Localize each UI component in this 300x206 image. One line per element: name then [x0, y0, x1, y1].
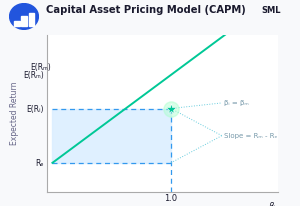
Text: Slope = Rₘ - Rₑ: Slope = Rₘ - Rₑ [224, 133, 278, 139]
Text: Capital Asset Pricing Model (CAPM): Capital Asset Pricing Model (CAPM) [46, 5, 246, 15]
Bar [28, 13, 34, 26]
Bar [14, 21, 20, 26]
Text: βᵢ: βᵢ [268, 202, 275, 206]
Text: SML: SML [261, 6, 280, 15]
Y-axis label: Expected Return: Expected Return [10, 82, 19, 145]
Text: βᵢ = βₘ: βᵢ = βₘ [224, 100, 249, 106]
Text: E(Rₘ): E(Rₘ) [31, 63, 51, 72]
Bar [21, 16, 27, 26]
Circle shape [10, 4, 38, 29]
